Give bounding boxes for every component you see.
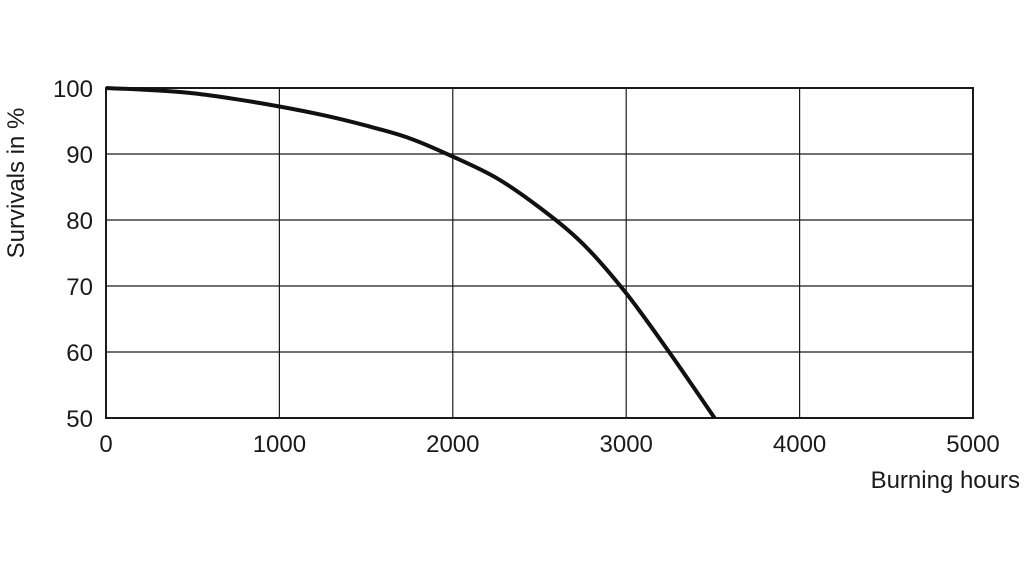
- x-tick-label: 4000: [773, 431, 826, 458]
- survival-curve: [105, 86, 717, 420]
- x-tick-labels: 0 1000 2000 3000 4000 5000: [99, 431, 999, 458]
- y-tick-label: 80: [66, 208, 93, 235]
- x-tick-label: 1000: [253, 431, 306, 458]
- y-tick-label: 90: [66, 142, 93, 169]
- grid: [106, 88, 973, 418]
- series-group: [105, 86, 717, 420]
- y-tick-label: 50: [66, 406, 93, 433]
- y-tick-labels: 50 60 70 80 90 100: [53, 76, 93, 433]
- y-tick-label: 70: [66, 274, 93, 301]
- y-axis-label: Survivals in %: [3, 108, 30, 259]
- x-tick-label: 2000: [426, 431, 479, 458]
- x-axis-label: Burning hours: [871, 467, 1020, 494]
- x-tick-label: 0: [99, 431, 112, 458]
- x-tick-label: 5000: [946, 431, 999, 458]
- y-tick-label: 60: [66, 340, 93, 367]
- plot-frame: [105, 87, 974, 419]
- x-tick-label: 3000: [600, 431, 653, 458]
- y-tick-label: 100: [53, 76, 93, 103]
